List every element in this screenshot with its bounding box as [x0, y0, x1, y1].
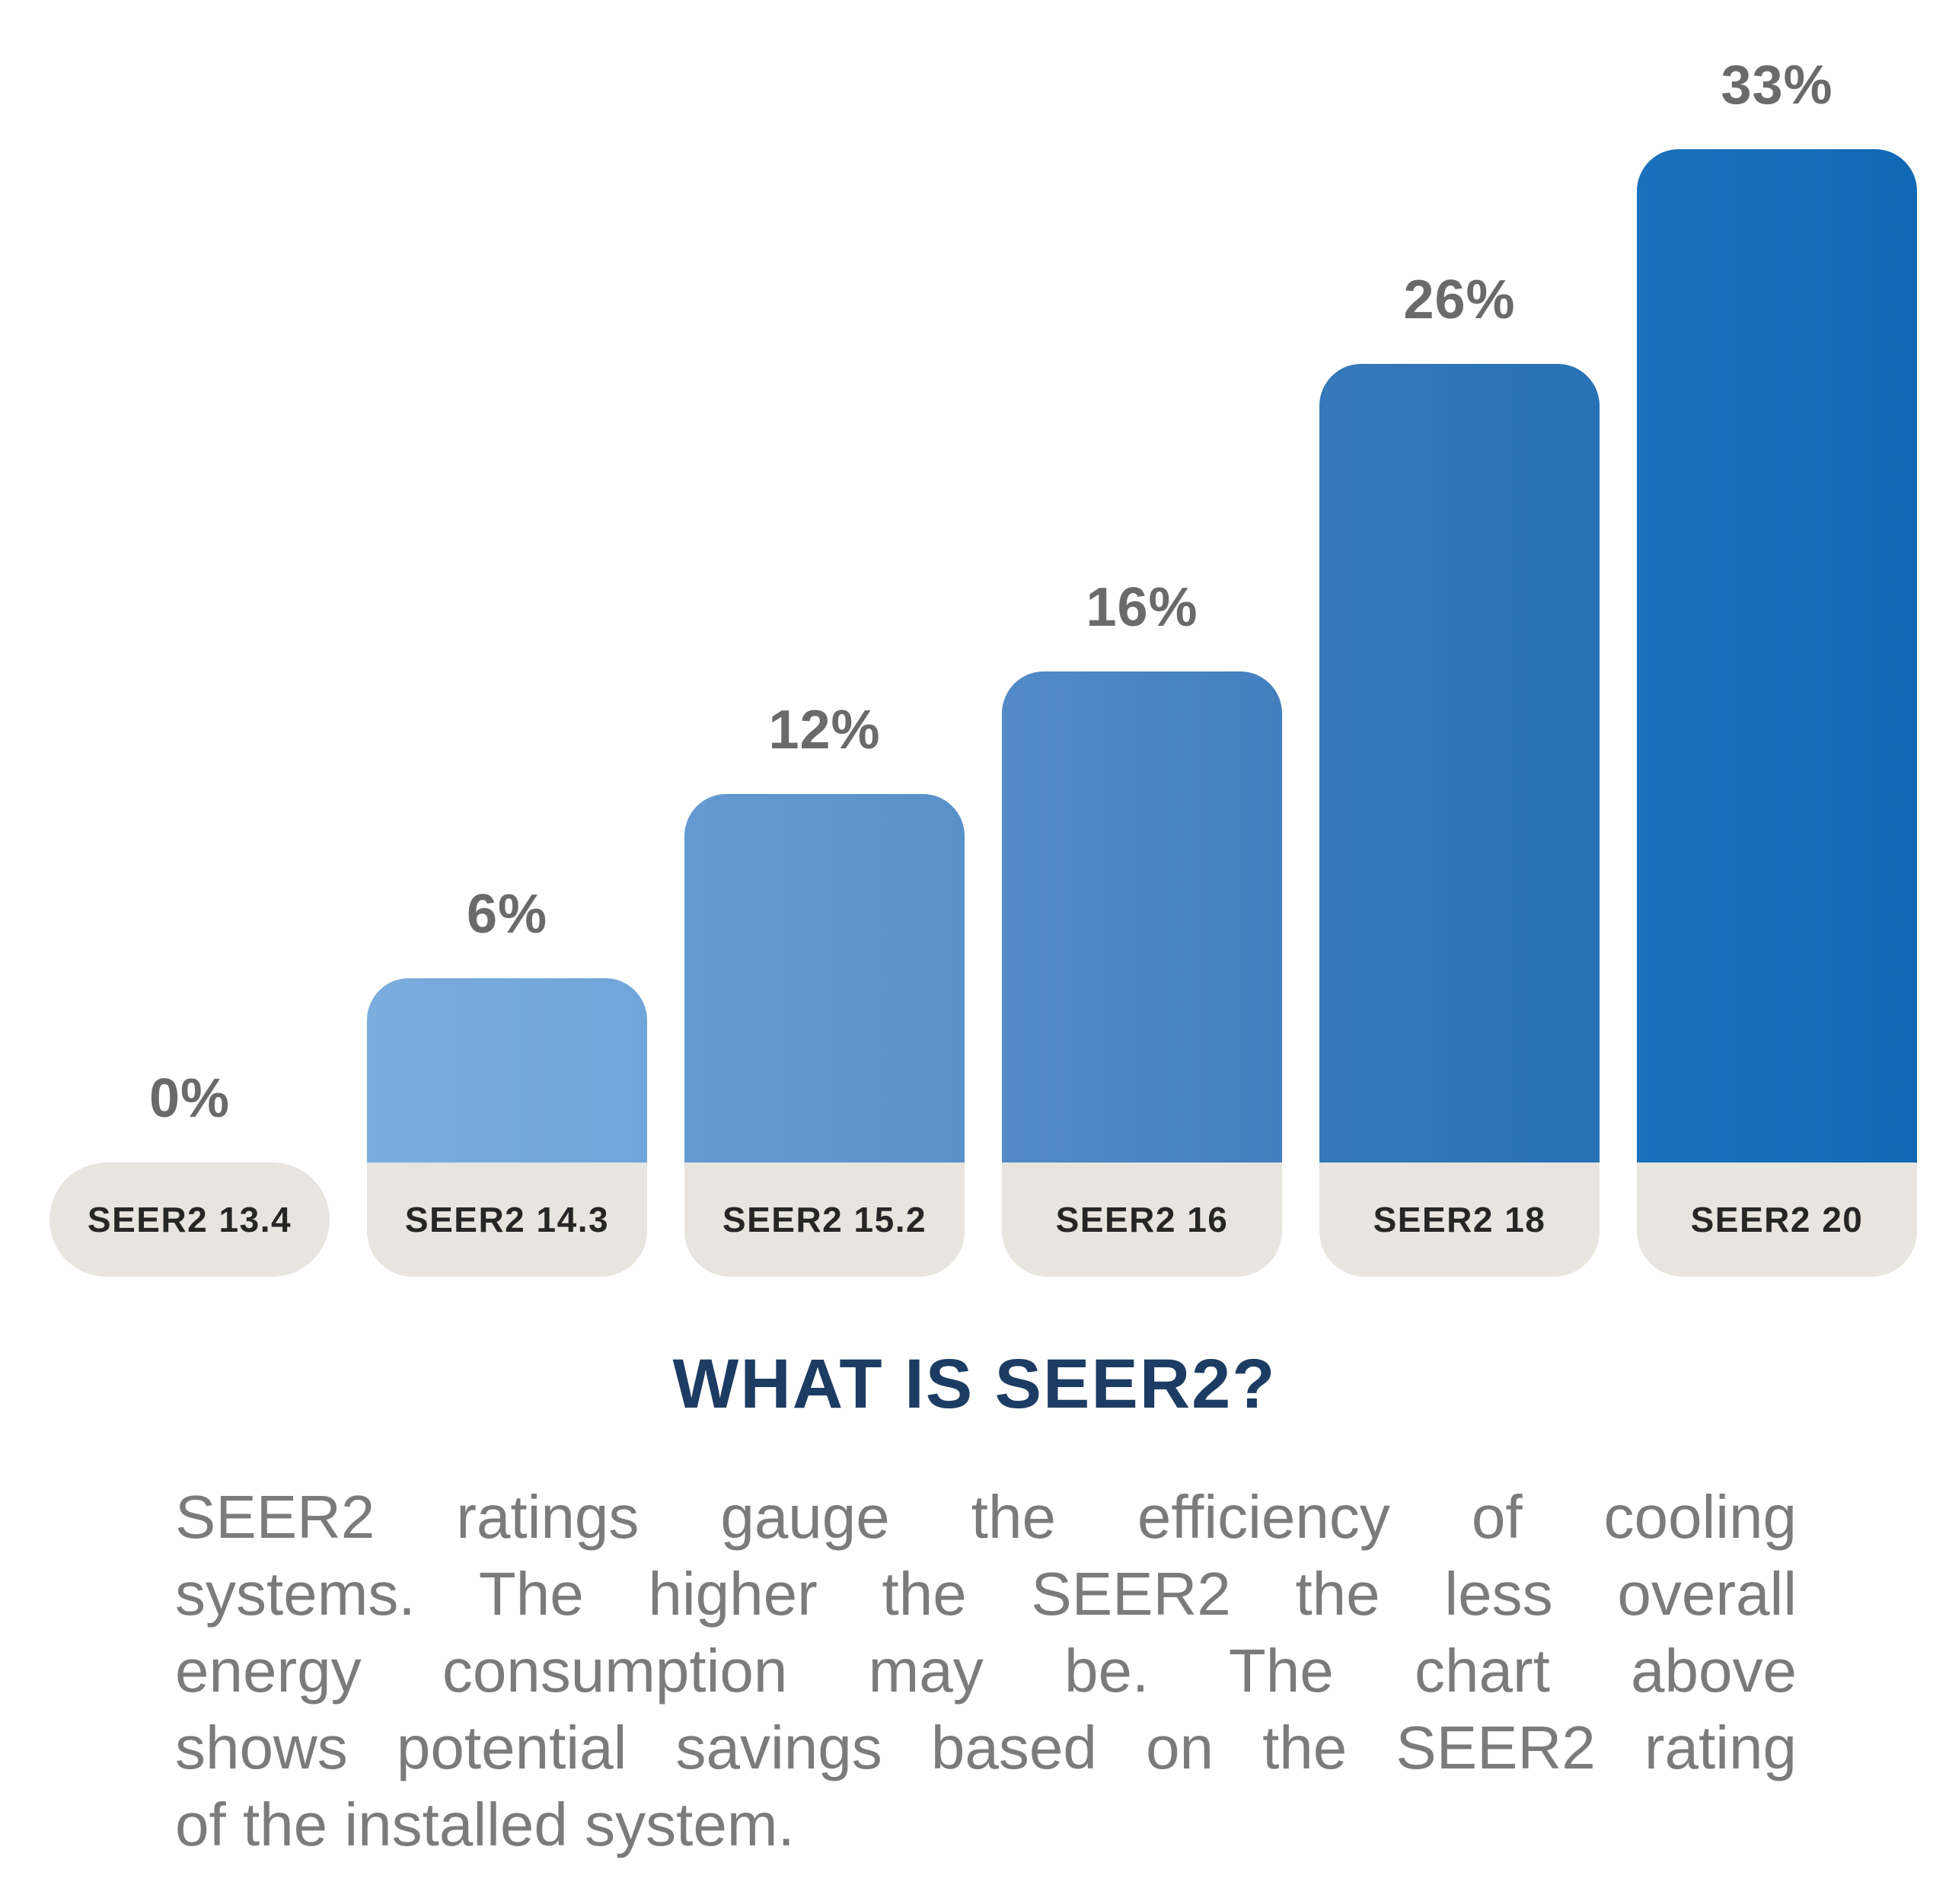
chart-column: 12% SEER2 15.2: [684, 703, 965, 1277]
bar-value-label: 26%: [1403, 269, 1516, 330]
category-label: SEER2 14.3: [404, 1200, 610, 1239]
bar-value-label: 16%: [1086, 577, 1198, 638]
bar-value-label: 0%: [148, 1068, 231, 1129]
category-pill: SEER2 20: [1637, 1162, 1917, 1277]
chart-column: 6% SEER2 14.3: [367, 887, 647, 1277]
bar-chart: 0% SEER2 13.4 6% SEER2 14.3 12% SEER2 15.2 16%…: [49, 58, 1917, 1277]
description-line: of the installed system.: [175, 1791, 795, 1858]
description-line: systems. The higher the SEER2 the less o…: [175, 1560, 1797, 1628]
bar-value-label: 12%: [768, 700, 881, 761]
category-pill: SEER2 14.3: [367, 1162, 647, 1277]
bar: [1637, 149, 1917, 1162]
category-pill: SEER2 16: [1002, 1162, 1282, 1277]
bar: [684, 794, 965, 1162]
category-label: SEER2 18: [1373, 1200, 1546, 1239]
description-line: shows potential savings based on the SEE…: [175, 1714, 1797, 1781]
bar: [1319, 364, 1600, 1162]
category-label: SEER2 13.4: [87, 1200, 292, 1239]
chart-column: 16% SEER2 16: [1002, 580, 1282, 1277]
bar: [367, 978, 647, 1162]
description-line: energy consumption may be. The chart abo…: [175, 1637, 1797, 1705]
chart-column: 33% SEER2 20: [1637, 58, 1917, 1277]
description-line: SEER2 ratings gauge the efficiency of co…: [175, 1483, 1797, 1551]
category-pill: SEER2 18: [1319, 1162, 1600, 1277]
chart-column: 0% SEER2 13.4: [49, 1071, 330, 1277]
bar-value-label: 33%: [1721, 55, 1833, 116]
chart-column: 26% SEER2 18: [1319, 273, 1600, 1277]
bar-value-label: 6%: [466, 884, 548, 945]
category-label: SEER2 20: [1690, 1200, 1864, 1239]
category-label: SEER2 15.2: [722, 1200, 927, 1239]
description-paragraph: SEER2 ratings gauge the efficiency of co…: [175, 1478, 1797, 1863]
category-pill: SEER2 13.4: [49, 1162, 330, 1277]
bar: [1002, 671, 1282, 1162]
category-pill: SEER2 15.2: [684, 1162, 965, 1277]
category-label: SEER2 16: [1055, 1200, 1229, 1239]
page-title: WHAT IS SEER2?: [672, 1345, 1277, 1423]
